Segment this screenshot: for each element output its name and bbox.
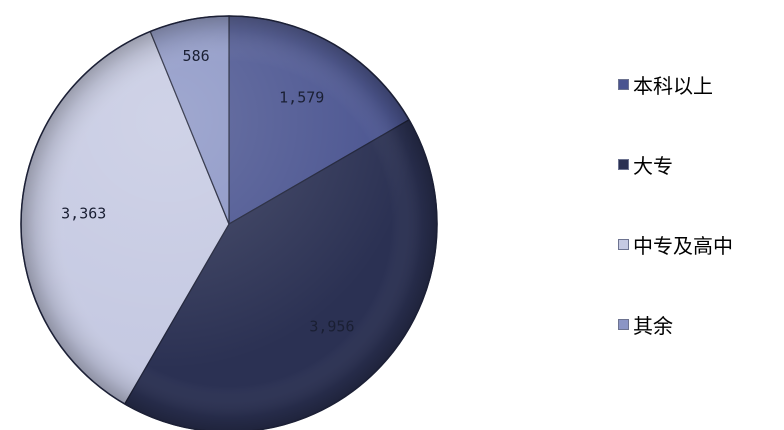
legend-item-4: 其余: [618, 312, 778, 338]
legend-swatch-2: [618, 158, 629, 170]
legend-label-3: 中专及高中: [633, 233, 733, 258]
pie-outline: [20, 15, 438, 430]
pie-data-labels: 1,579 3,956 3,363 586: [61, 47, 354, 335]
legend-item-2: 大专: [618, 152, 778, 178]
legend: 本科以上 大专 中专及高中 其余: [618, 72, 778, 392]
legend-label-1: 本科以上: [633, 73, 713, 98]
legend-swatch-3: [618, 238, 629, 250]
legend-item-1: 本科以上: [618, 72, 778, 98]
pie-overlay: [20, 15, 438, 430]
slice-label-3: 3,363: [61, 205, 106, 223]
legend-label-2: 大专: [633, 153, 673, 178]
legend-label-4: 其余: [633, 313, 673, 338]
legend-item-3: 中专及高中: [618, 232, 778, 258]
pie-gloss: [21, 16, 437, 430]
slice-label-1: 1,579: [279, 88, 324, 106]
slice-label-2: 3,956: [309, 317, 354, 335]
legend-swatch-1: [618, 78, 629, 90]
legend-swatch-4: [618, 318, 629, 330]
slice-label-4: 586: [183, 47, 210, 65]
